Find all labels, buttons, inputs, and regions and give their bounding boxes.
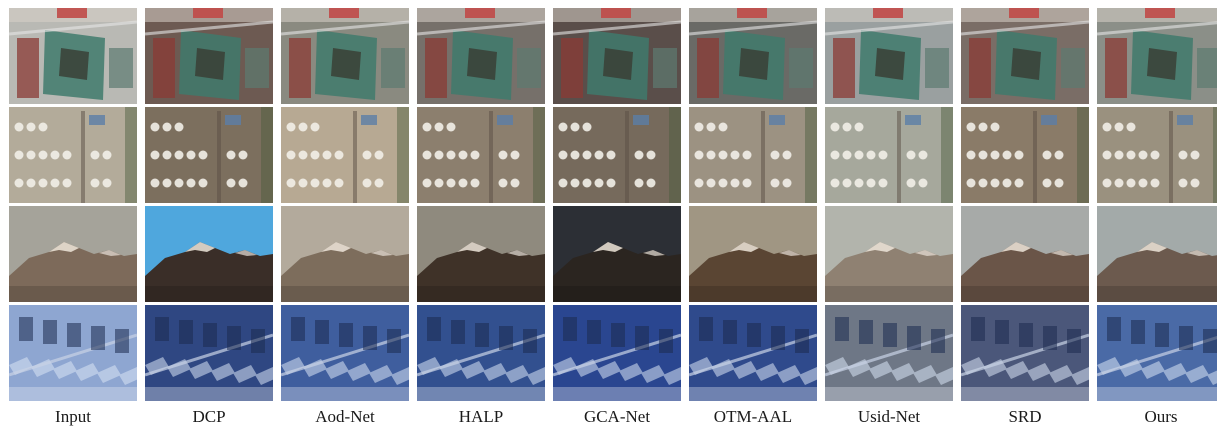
method-label: OTM-AAL	[713, 407, 793, 426]
aerial-palace-building-usid-net	[825, 8, 953, 104]
aerial-industrial-roofs-aod-net	[281, 305, 409, 401]
method-label: SRD	[1008, 407, 1042, 426]
snowy-mountain-range-otm-aal	[689, 206, 817, 302]
snowy-mountain-range-aod-net	[281, 206, 409, 302]
aerial-oil-storage-tanks-aod-net	[281, 107, 409, 203]
aerial-oil-storage-tanks-srd	[961, 107, 1089, 203]
snowy-mountain-range-halp	[417, 206, 545, 302]
aerial-palace-building-gca-net	[553, 8, 681, 104]
snowy-mountain-range-dcp	[145, 206, 273, 302]
snowy-mountain-range-ours	[1097, 206, 1217, 302]
aerial-oil-storage-tanks-usid-net	[825, 107, 953, 203]
aerial-oil-storage-tanks-ours	[1097, 107, 1217, 203]
method-label: Aod-Net	[315, 407, 375, 426]
method-label: Input	[55, 407, 91, 426]
aerial-industrial-roofs-halp	[417, 305, 545, 401]
method-label: HALP	[458, 407, 504, 426]
aerial-oil-storage-tanks-dcp	[145, 107, 273, 203]
method-label: Ours	[1144, 407, 1178, 426]
aerial-industrial-roofs-gca-net	[553, 305, 681, 401]
snowy-mountain-range-usid-net	[825, 206, 953, 302]
aerial-industrial-roofs-usid-net	[825, 305, 953, 401]
aerial-oil-storage-tanks-input	[9, 107, 137, 203]
aerial-oil-storage-tanks-halp	[417, 107, 545, 203]
snowy-mountain-range-input	[9, 206, 137, 302]
aerial-industrial-roofs-ours	[1097, 305, 1217, 401]
method-label: GCA-Net	[583, 407, 651, 426]
aerial-oil-storage-tanks-gca-net	[553, 107, 681, 203]
aerial-industrial-roofs-input	[9, 305, 137, 401]
aerial-palace-building-input	[9, 8, 137, 104]
aerial-palace-building-srd	[961, 8, 1089, 104]
aerial-industrial-roofs-dcp	[145, 305, 273, 401]
aerial-industrial-roofs-srd	[961, 305, 1089, 401]
aerial-palace-building-ours	[1097, 8, 1217, 104]
method-label: DCP	[192, 407, 226, 426]
snowy-mountain-range-gca-net	[553, 206, 681, 302]
aerial-oil-storage-tanks-otm-aal	[689, 107, 817, 203]
snowy-mountain-range-srd	[961, 206, 1089, 302]
aerial-industrial-roofs-otm-aal	[689, 305, 817, 401]
aerial-palace-building-halp	[417, 8, 545, 104]
aerial-palace-building-aod-net	[281, 8, 409, 104]
aerial-palace-building-otm-aal	[689, 8, 817, 104]
method-label: Usid-Net	[857, 407, 921, 426]
aerial-palace-building-dcp	[145, 8, 273, 104]
